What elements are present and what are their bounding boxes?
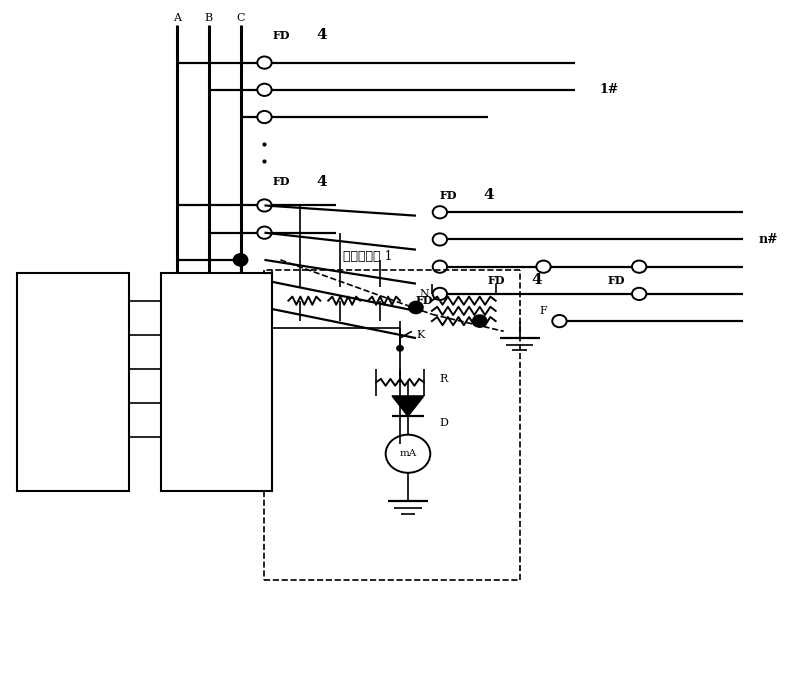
Text: N: N bbox=[108, 398, 118, 408]
Text: FD: FD bbox=[488, 275, 505, 285]
Text: 4: 4 bbox=[316, 175, 327, 189]
Text: A: A bbox=[173, 14, 181, 23]
Bar bbox=[18, 273, 129, 491]
Text: 2: 2 bbox=[235, 464, 246, 477]
Text: FD: FD bbox=[607, 275, 625, 285]
Text: L: L bbox=[110, 432, 117, 442]
Text: FD: FD bbox=[273, 30, 290, 41]
Text: F: F bbox=[539, 306, 547, 316]
Text: 接地变压器 1: 接地变压器 1 bbox=[343, 250, 393, 263]
Text: C: C bbox=[109, 364, 118, 374]
Text: FD: FD bbox=[273, 176, 290, 187]
Text: K: K bbox=[416, 330, 424, 339]
Text: 4: 4 bbox=[484, 189, 494, 202]
Text: C: C bbox=[236, 14, 245, 23]
Text: N: N bbox=[420, 289, 430, 299]
Bar bbox=[161, 273, 273, 491]
Text: 1#: 1# bbox=[599, 83, 618, 96]
Text: 4: 4 bbox=[316, 29, 327, 42]
Text: R: R bbox=[440, 374, 448, 384]
Circle shape bbox=[397, 346, 403, 351]
Text: 4: 4 bbox=[531, 273, 542, 288]
Text: 3: 3 bbox=[84, 464, 94, 477]
Polygon shape bbox=[392, 396, 424, 417]
Text: FD: FD bbox=[416, 295, 434, 306]
Text: FD: FD bbox=[440, 190, 458, 201]
Text: A: A bbox=[109, 296, 117, 306]
Text: D: D bbox=[440, 418, 449, 428]
Circle shape bbox=[473, 315, 487, 327]
Text: n#: n# bbox=[758, 233, 778, 246]
Text: 控制
部分: 控制 部分 bbox=[194, 361, 208, 391]
Text: 电压互感器: 电压互感器 bbox=[44, 367, 54, 398]
Text: B: B bbox=[205, 14, 213, 23]
Circle shape bbox=[409, 301, 423, 313]
Text: B: B bbox=[109, 330, 117, 339]
Text: mA: mA bbox=[399, 449, 417, 458]
Circle shape bbox=[234, 254, 248, 266]
